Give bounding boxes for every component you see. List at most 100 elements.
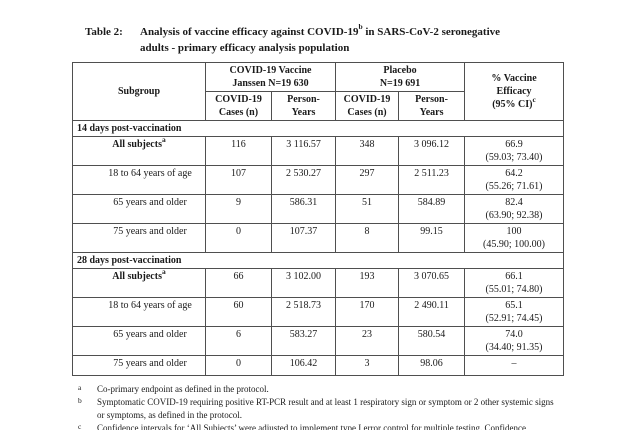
cell-vaccine-person-years: 586.31 [270, 194, 337, 224]
table-caption-label: Table 2: [85, 26, 123, 38]
footnote-a: a Co-primary endpoint as defined in the … [72, 383, 563, 396]
header-placebo-person-years: Person- Years [398, 91, 466, 121]
cell-subgroup: 65 years and older [72, 326, 206, 356]
cell-vaccine-efficacy: 74.0 (34.40; 91.35) [464, 326, 565, 356]
cell-vaccine-efficacy: 82.4 (63.90; 92.38) [464, 194, 565, 224]
subgroup-label: All subjects [112, 271, 162, 282]
cell-vaccine-cases: 116 [205, 136, 272, 166]
section-heading-14-days: 14 days post-vaccination [71, 120, 565, 137]
table-row-18-64-28d: 18 to 64 years of age 60 2 518.73 170 2 … [72, 297, 565, 327]
cell-vaccine-efficacy: 66.1 (55.01; 74.80) [464, 268, 565, 298]
efficacy-value: – [511, 358, 517, 369]
efficacy-ci: (59.03; 73.40) [485, 152, 543, 163]
header-vaccine-cases-line2: Cases (n) [218, 107, 259, 118]
efficacy-ci: (55.01; 74.80) [485, 284, 543, 295]
efficacy-ci: (34.40; 91.35) [485, 342, 543, 353]
efficacy-value: 66.9 [505, 139, 523, 150]
subgroup-label: All subjects [112, 139, 162, 150]
table-row-75-older-14d: 75 years and older 0 107.37 8 99.15 100 … [72, 223, 565, 253]
header-placebo-group-line1: Placebo [383, 65, 417, 76]
cell-placebo-person-years: 580.54 [398, 326, 466, 356]
header-placebo-group-line2: N=19 691 [379, 78, 421, 89]
cell-vaccine-cases: 9 [205, 194, 272, 224]
cell-vaccine-efficacy: – [464, 355, 565, 376]
header-efficacy-line1: % Vaccine [491, 73, 537, 84]
table-caption-line2: adults - primary efficacy analysis popul… [140, 41, 350, 54]
table-row-all-subjects-28d: All subjectsa 66 3 102.00 193 3 070.65 6… [72, 267, 565, 298]
subgroup-superscript-a: a [161, 134, 166, 144]
cell-placebo-cases: 170 [335, 297, 400, 327]
cell-placebo-person-years: 98.06 [398, 355, 466, 376]
cell-subgroup: All subjectsa [72, 134, 206, 166]
cell-vaccine-person-years: 107.37 [270, 223, 337, 253]
cell-subgroup: 75 years and older [72, 223, 206, 253]
efficacy-value: 66.1 [505, 271, 523, 282]
efficacy-ci: (55.26; 71.61) [485, 181, 543, 192]
cell-placebo-cases: 3 [335, 355, 400, 376]
section-heading-label: 14 days post-vaccination [71, 120, 565, 137]
caption-line1-pre: Analysis of vaccine efficacy against COV… [140, 26, 359, 38]
cell-placebo-person-years: 99.15 [398, 223, 466, 253]
section-heading-label: 28 days post-vaccination [71, 252, 565, 269]
header-placebo-group: Placebo N=19 691 [335, 62, 466, 92]
document-content: Table 2: Analysis of vaccine efficacy ag… [71, 22, 565, 430]
header-vaccine-efficacy: % Vaccine Efficacy (95% CI)c [464, 62, 565, 121]
cell-vaccine-person-years: 2 530.27 [270, 165, 337, 195]
header-efficacy-line2: Efficacy [496, 86, 532, 97]
cell-vaccine-cases: 6 [205, 326, 272, 356]
table-row-18-64-14d: 18 to 64 years of age 107 2 530.27 297 2… [72, 165, 565, 195]
vaccine-efficacy-table: Subgroup COVID-19 Vaccine Janssen N=19 6… [71, 62, 565, 376]
header-efficacy-line3: (95% CI)c [467, 95, 561, 111]
header-vaccine-group: COVID-19 Vaccine Janssen N=19 630 [204, 62, 337, 92]
footnote-text: Confidence intervals for ‘All Subjects’ … [97, 423, 526, 430]
footnote-b: b Symptomatic COVID-19 requiring positiv… [72, 396, 563, 422]
efficacy-value: 65.1 [505, 300, 523, 311]
cell-placebo-person-years: 3 070.65 [398, 268, 466, 298]
header-vaccine-group-line2: Janssen N=19 630 [232, 78, 309, 89]
table-header: Subgroup COVID-19 Vaccine Janssen N=19 6… [72, 62, 565, 121]
efficacy-value: 64.2 [505, 168, 523, 179]
efficacy-value: 100 [506, 226, 522, 237]
header-placebo-cases-line2: Cases (n) [347, 107, 387, 118]
caption-superscript-b: b [358, 22, 363, 32]
cell-subgroup: All subjectsa [72, 267, 206, 298]
header-subgroup: Subgroup [72, 62, 206, 121]
cell-subgroup: 18 to 64 years of age [72, 165, 206, 195]
cell-placebo-cases: 348 [335, 136, 400, 166]
efficacy-value: 74.0 [505, 329, 523, 340]
cell-vaccine-cases: 0 [205, 223, 272, 253]
cell-vaccine-cases: 66 [205, 268, 272, 298]
cell-placebo-person-years: 2 490.11 [398, 297, 466, 327]
header-vaccine-group-line1: COVID-19 Vaccine [229, 65, 312, 76]
caption-line1-post: in SARS-CoV-2 seronegative [362, 26, 501, 38]
table-row-65-older-14d: 65 years and older 9 586.31 51 584.89 82… [72, 194, 565, 224]
table-row-all-subjects-14d: All subjectsa 116 3 116.57 348 3 096.12 … [72, 134, 565, 166]
cell-vaccine-cases: 107 [205, 165, 272, 195]
cell-subgroup: 75 years and older [72, 355, 206, 376]
cell-placebo-cases: 8 [335, 223, 400, 253]
header-efficacy-ci: (95% CI) [492, 99, 533, 110]
header-placebo-cases-line1: COVID-19 [343, 94, 391, 105]
cell-vaccine-efficacy: 65.1 (52.91; 74.45) [464, 297, 565, 327]
efficacy-value: 82.4 [505, 197, 523, 208]
header-vaccine-cases: COVID-19 Cases (n) [205, 91, 272, 121]
efficacy-ci: (52.91; 74.45) [485, 313, 543, 324]
cell-vaccine-efficacy: 64.2 (55.26; 71.61) [464, 165, 565, 195]
header-placebo-py-line1: Person- [415, 94, 448, 105]
cell-subgroup: 18 to 64 years of age [72, 297, 206, 327]
section-heading-28-days: 28 days post-vaccination [71, 252, 565, 269]
header-placebo-cases: COVID-19 Cases (n) [335, 91, 400, 121]
table-header-row-groups: Subgroup COVID-19 Vaccine Janssen N=19 6… [72, 62, 565, 121]
footnotes: a Co-primary endpoint as defined in the … [72, 383, 563, 430]
table-caption-text: Analysis of vaccine efficacy against COV… [140, 22, 563, 56]
cell-vaccine-person-years: 2 518.73 [270, 297, 337, 327]
efficacy-ci: (45.90; 100.00) [483, 239, 545, 250]
table-caption: Table 2: Analysis of vaccine efficacy ag… [85, 22, 563, 56]
footnote-marker: b [78, 396, 82, 405]
footnote-marker: a [78, 383, 82, 392]
cell-placebo-cases: 51 [335, 194, 400, 224]
cell-vaccine-efficacy: 100 (45.90; 100.00) [464, 223, 565, 253]
table-body: 14 days post-vaccination All subjectsa 1… [71, 120, 565, 376]
cell-placebo-cases: 23 [335, 326, 400, 356]
